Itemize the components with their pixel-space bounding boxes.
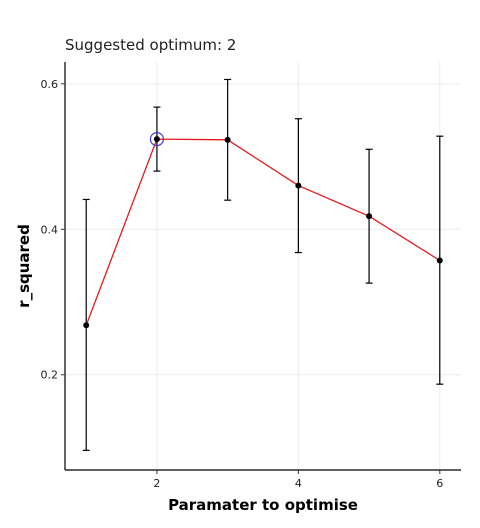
y-tick-label: 0.6 bbox=[41, 78, 59, 91]
y-tick-label: 0.2 bbox=[41, 369, 59, 382]
data-point bbox=[224, 136, 231, 143]
data-point bbox=[436, 257, 443, 264]
data-point bbox=[83, 322, 90, 329]
series-line-0 bbox=[85, 138, 441, 326]
data-point bbox=[295, 182, 302, 189]
x-axis-label: Paramater to optimise bbox=[168, 496, 358, 514]
data-point bbox=[366, 213, 373, 220]
axes: 0.2 0.4 0.6 2 4 6 bbox=[41, 62, 461, 490]
x-tick-label: 6 bbox=[436, 477, 443, 490]
optimum-marker bbox=[149, 131, 165, 147]
chart-title: Suggested optimum: 2 bbox=[65, 36, 236, 54]
gridlines bbox=[65, 62, 461, 470]
data-point bbox=[153, 136, 160, 143]
x-tick-label: 2 bbox=[153, 477, 160, 490]
y-tick-label: 0.4 bbox=[41, 223, 59, 236]
series bbox=[82, 78, 444, 451]
y-axis-label: r_squared bbox=[15, 224, 33, 308]
x-tick-label: 4 bbox=[295, 477, 302, 490]
